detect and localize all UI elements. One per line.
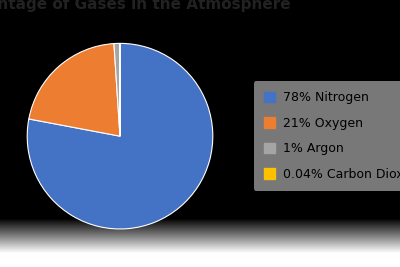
Legend: 78% Nitrogen, 21% Oxygen, 1% Argon, 0.04% Carbon Dioxide: 78% Nitrogen, 21% Oxygen, 1% Argon, 0.04… [254, 81, 400, 191]
Title: Percentage of Gases in the Atmosphere: Percentage of Gases in the Atmosphere [0, 0, 291, 12]
Wedge shape [114, 43, 120, 136]
Wedge shape [29, 44, 120, 136]
Wedge shape [27, 43, 213, 229]
